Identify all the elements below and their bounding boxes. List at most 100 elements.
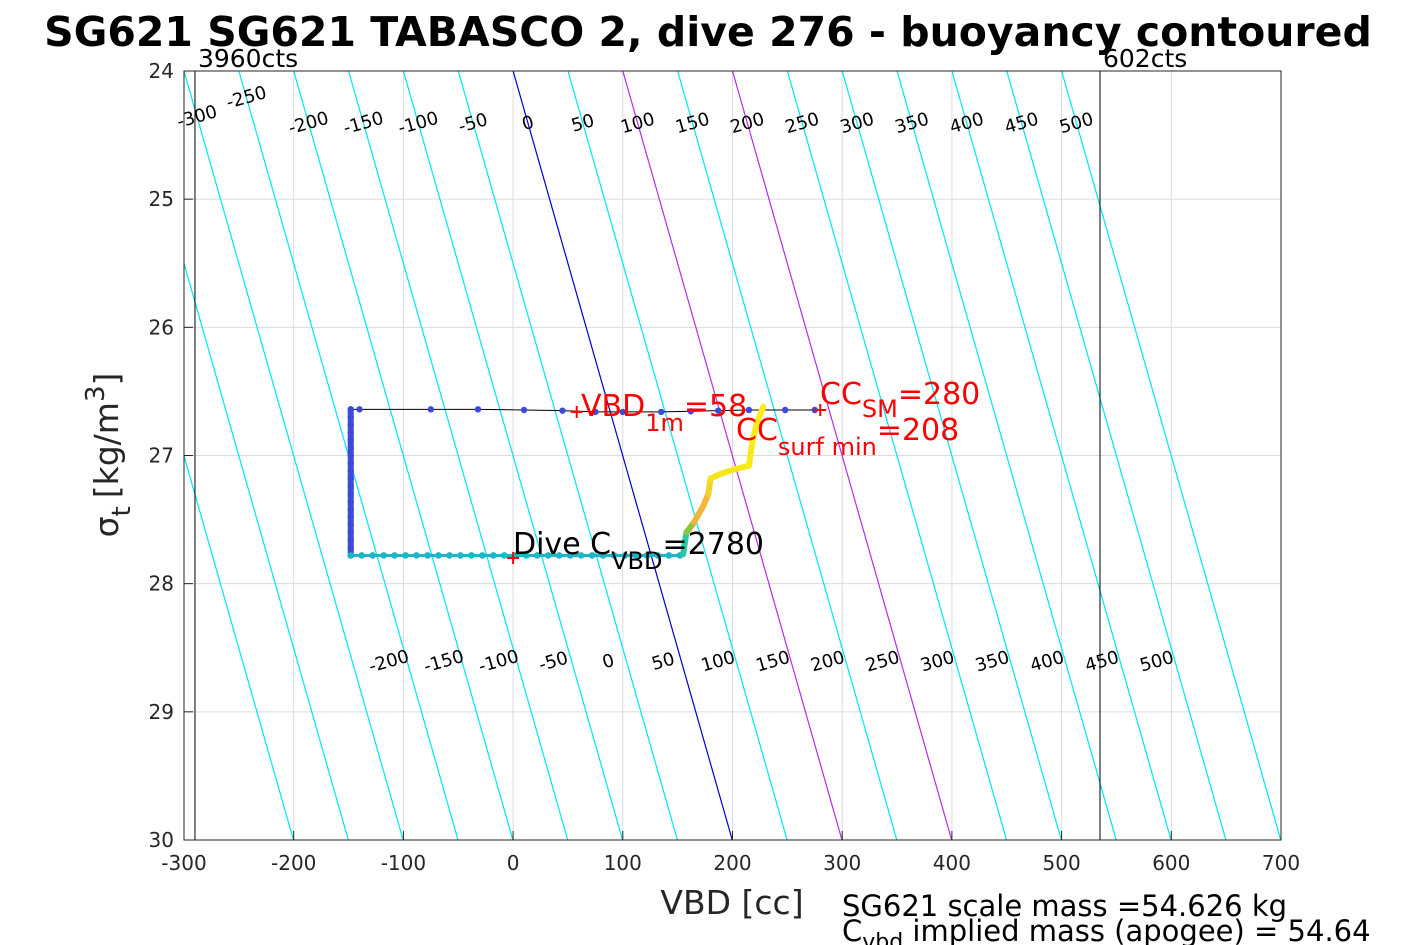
vbd1m-value: =58	[684, 389, 747, 424]
bottom-point	[665, 552, 673, 559]
ccsm-value: =280	[898, 377, 980, 412]
bottom-point	[566, 552, 574, 559]
descent-point	[781, 406, 789, 414]
bottom-point	[490, 552, 497, 559]
bottom-point	[358, 552, 366, 559]
descent-point	[745, 406, 753, 414]
dive-sub: VBD	[611, 547, 662, 575]
bottom-point	[599, 552, 607, 559]
dive-main: Dive C	[513, 527, 611, 562]
contour-label: 0	[520, 112, 537, 135]
bottom-point	[621, 552, 629, 559]
bottom-point	[533, 552, 541, 559]
ccsm-main: CC	[820, 377, 862, 412]
y-label-sup: 3	[81, 386, 111, 403]
chart-title: SG621 SG621 TABASCO 2, dive 276 - buoyan…	[44, 8, 1372, 56]
buoyancy-contours	[184, 71, 1281, 840]
x-tick-label: -300	[161, 851, 206, 875]
descent-vertical-point	[347, 406, 354, 413]
bottom-point	[643, 552, 651, 559]
contour-line	[402, 71, 624, 840]
implied-main: C	[842, 914, 862, 945]
descent-vertical-point	[347, 467, 354, 475]
x-tick-label: 500	[1043, 851, 1081, 875]
descent-vertical-point	[347, 536, 354, 544]
scale-mass-text: SG621 scale mass =54.626 kg	[842, 889, 1287, 923]
contour-line	[951, 71, 1172, 840]
markers	[507, 404, 827, 565]
ascent-segment	[753, 403, 767, 427]
contour-line	[786, 71, 1008, 840]
y-tick-label: 24	[149, 59, 174, 83]
descent-vertical-point	[347, 521, 354, 528]
contour-line	[184, 261, 349, 840]
ascent-segment	[749, 420, 760, 446]
bottom-point	[654, 552, 662, 559]
descent-line	[350, 408, 815, 413]
glider-paths	[347, 403, 818, 559]
y-tick-label: 26	[149, 315, 174, 339]
contour-line	[1061, 71, 1281, 840]
descent-vertical-point	[347, 452, 354, 459]
descent-point	[427, 406, 435, 413]
axes: -300 -200 -100 0 100 200 300 400 500 600 700242526…	[149, 59, 1301, 875]
descent-vertical-point	[347, 444, 354, 452]
bottom-point	[369, 552, 376, 559]
bottom-point	[424, 552, 431, 559]
x-tick-label: 600	[1152, 851, 1190, 875]
ccsurf-main: CC	[736, 413, 778, 448]
annotation-dive-cvbd: Dive CVBD=2780	[513, 527, 764, 575]
y-tick-label: 30	[149, 828, 174, 852]
bottom-point	[544, 552, 552, 559]
descent-vertical-point	[347, 506, 354, 513]
bottom-point	[501, 552, 508, 559]
y-tick-label: 29	[149, 700, 174, 724]
x-tick-label: 100	[604, 851, 642, 875]
y-label-close: ]	[87, 373, 126, 386]
descent-point	[474, 406, 482, 413]
bottom-point	[391, 552, 398, 559]
y-tick-label: 27	[149, 444, 174, 468]
bottom-point	[479, 552, 486, 559]
x-tick-label: 300	[823, 851, 861, 875]
ascent-segment	[680, 529, 690, 558]
bottom-point	[413, 552, 420, 559]
bottom-point	[468, 552, 475, 559]
descent-point	[520, 406, 528, 414]
x-tick-label: 0	[507, 851, 520, 875]
bottom-point	[402, 552, 409, 559]
descent-vertical-point	[347, 483, 354, 490]
descent-vertical-point	[347, 544, 354, 551]
y-label-sigma: σ	[87, 516, 126, 537]
ccsm-sub: SM	[862, 395, 898, 423]
contour-line	[1006, 71, 1227, 840]
descent-vertical-point	[347, 498, 354, 505]
contour-line	[567, 71, 788, 840]
bottom-point	[522, 552, 530, 559]
x-tick-label: -200	[271, 851, 316, 875]
descent-vertical-point	[347, 475, 354, 482]
annotation-cc-surf-min: CCsurf min=208	[736, 413, 959, 461]
descent-point	[687, 408, 695, 415]
contour-line	[293, 71, 514, 840]
dive-value: =2780	[663, 527, 764, 562]
bottom-point	[446, 552, 453, 559]
bottom-point	[588, 552, 596, 559]
contour-line	[184, 71, 404, 840]
bottom-point	[457, 552, 464, 559]
descent-point	[356, 406, 363, 413]
y-axis-label-text: σt [kg/m3]	[81, 373, 137, 538]
descent-point	[559, 407, 566, 414]
vbd1m-main: VBD	[581, 389, 645, 424]
y-axis-label: σt [kg/m3]	[81, 373, 137, 538]
annotation-cc-sm: CCSM=280	[820, 377, 980, 423]
y-tick-label: 25	[149, 187, 174, 211]
contour-line	[512, 71, 733, 840]
descent-vertical-point	[347, 459, 354, 467]
contour-line	[677, 71, 898, 840]
descent-point	[657, 408, 665, 416]
descent-vertical-point	[347, 513, 354, 521]
contour-line	[622, 71, 843, 840]
descent-vertical-point	[347, 421, 354, 428]
